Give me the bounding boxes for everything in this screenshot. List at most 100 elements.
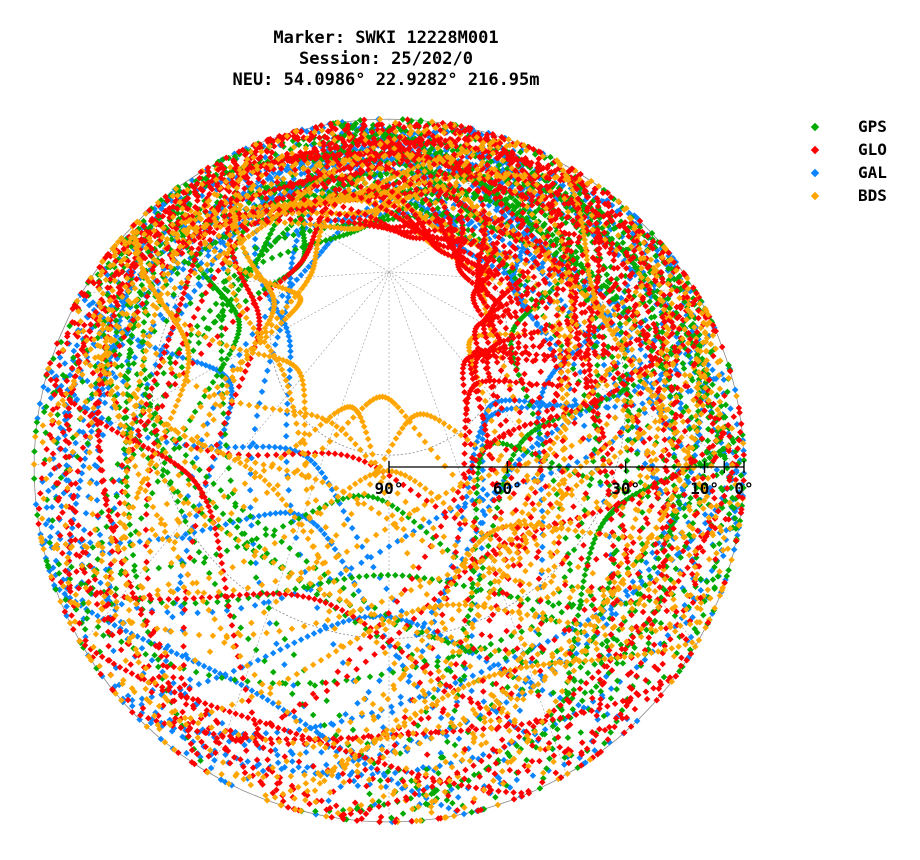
track-point-gal [271,443,279,451]
track-point-gal [285,487,292,494]
track-point-gal [204,677,212,685]
track-point-gps [547,153,554,161]
track-point-gal [577,368,584,376]
track-point-gps [585,554,592,562]
azimuth-spoke [211,165,390,273]
track-point-gal [287,353,294,361]
track-point-gal [325,797,332,804]
track-point-gal [254,656,262,664]
track-point-gal [293,237,300,245]
track-point-gps [436,540,444,548]
track-point-gps [392,572,399,579]
track-point-gal [318,248,325,255]
track-point-gps [399,572,406,579]
track-point-gal [272,341,279,348]
track-point-gps [154,478,162,485]
track-point-gal [258,388,266,395]
track-point-gal [292,534,300,541]
track-point-gps [492,794,499,801]
track-point-gps [607,729,614,736]
track-point-gal [128,696,136,704]
track-point-gal [354,700,361,707]
track-point-gal [186,676,194,683]
track-point-gps [290,651,298,658]
track-point-gal [200,662,208,670]
track-point-gal [547,469,555,477]
track-point-gps [279,523,287,530]
track-point-gps [377,777,384,784]
track-point-gal [262,730,270,737]
track-point-gal [495,661,502,668]
track-point-gps [255,289,262,297]
track-point-gal [281,661,288,668]
title-line-neu: NEU: 54.0986° 22.9282° 216.95m [232,70,540,90]
track-point-gal [194,609,201,617]
track-point-gps [339,495,347,502]
track-point-gps [523,756,530,764]
track-point-gal [478,668,485,676]
track-point-gal [529,772,537,779]
track-point-gps [399,509,407,517]
track-point-gps [545,599,552,606]
track-point-gal [163,438,170,446]
track-point-gal [248,522,255,529]
track-point-gps [100,632,107,639]
track-point-gal [639,400,646,407]
track-point-gal [345,617,353,624]
track-point-gal [289,767,297,775]
track-point-gal [93,497,101,504]
track-point-gal [302,748,310,756]
track-point-gps [586,482,593,489]
track-point-gal [266,619,273,627]
track-point-gps [709,576,717,583]
track-point-gal [179,354,187,361]
track-point-gal [293,276,301,283]
track-point-gps [245,635,252,643]
track-point-gal [490,662,498,669]
track-point-gal [506,483,514,491]
track-point-gps [580,577,587,585]
track-point-gps [451,741,459,749]
track-point-gal [331,545,339,553]
track-point-gps [233,523,241,531]
track-point-gps [112,585,120,593]
track-point-gal [253,412,261,420]
track-point-gal [282,433,290,440]
track-point-gps [218,347,225,355]
track-point-gal [397,693,404,701]
track-point-gal [242,340,250,348]
track-point-gal [433,514,440,522]
track-point-gal [730,546,738,553]
track-point-gal [259,443,267,450]
track-point-gal [727,405,734,412]
track-point-gal [672,366,679,373]
track-point-gal [485,202,493,209]
track-point-gps [197,757,204,764]
track-point-gps [132,573,140,580]
track-point-gal [222,521,230,528]
track-point-gps [31,448,38,455]
track-point-gal [191,287,198,295]
track-point-gal [291,639,298,647]
track-point-gal [230,667,238,675]
track-point-gps [524,596,532,603]
track-point-gal [264,367,271,375]
track-point-gal [455,735,463,742]
track-point-gps [94,623,102,631]
track-point-gal [340,507,347,515]
track-point-gps [309,711,317,719]
track-point-gps [174,498,181,505]
track-point-gal [479,486,487,493]
track-point-gps [212,300,220,308]
track-point-gal [383,585,390,592]
track-point-gal [80,526,88,534]
track-point-gal [183,547,190,554]
track-point-gal [261,511,269,519]
track-point-gal [122,627,130,635]
track-point-gal [286,342,294,350]
track-point-gal [354,782,362,790]
track-point-gal [405,678,412,685]
track-point-gps [191,408,199,416]
track-point-gps [273,620,280,627]
track-point-gal [261,313,269,321]
